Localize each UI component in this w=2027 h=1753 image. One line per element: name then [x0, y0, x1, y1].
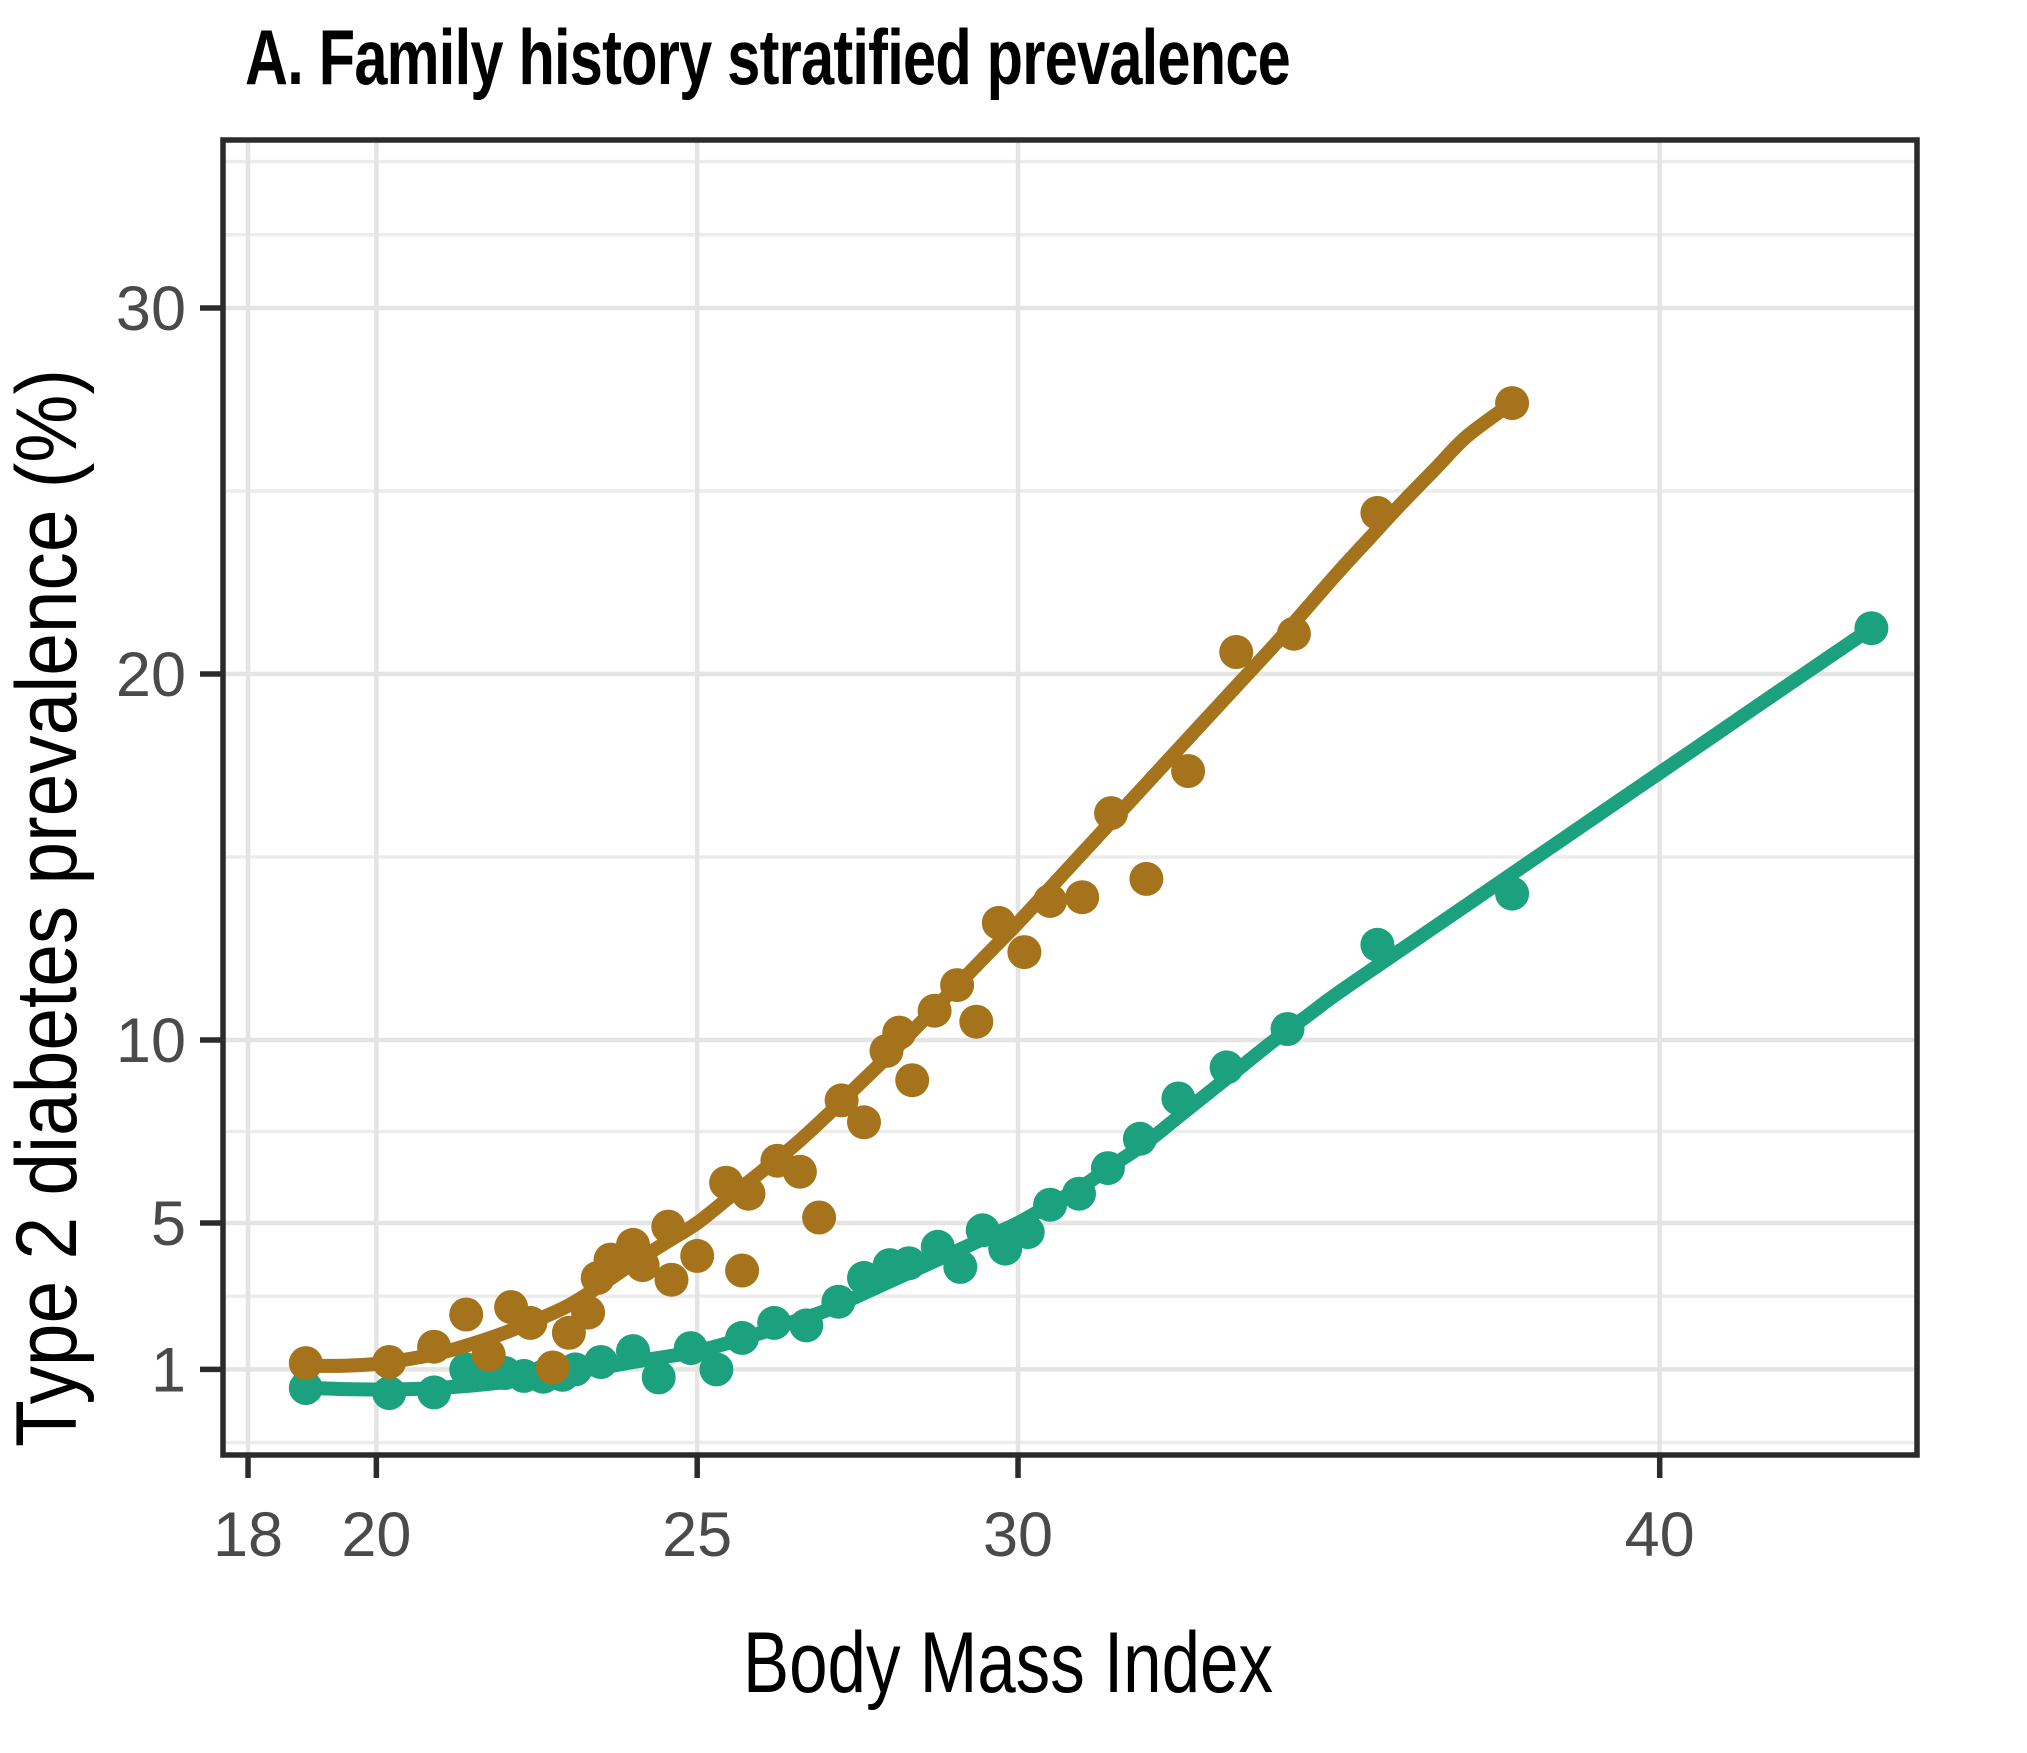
data-point-green-series	[1360, 927, 1395, 962]
data-point-brown-series	[680, 1238, 715, 1273]
panel-border	[220, 137, 1920, 1458]
data-point-green-series	[1495, 876, 1530, 911]
y-tick-label-30: 30	[116, 274, 186, 344]
data-point-green-series	[1161, 1081, 1196, 1116]
data-point-brown-series	[782, 1154, 817, 1189]
data-point-brown-series	[417, 1329, 452, 1364]
data-point-green-series	[757, 1305, 792, 1340]
data-point-green-series	[616, 1334, 650, 1369]
data-point-green-series	[673, 1331, 708, 1366]
data-point-green-series	[1010, 1215, 1045, 1250]
data-point-brown-series	[1495, 386, 1530, 421]
y-tick-label-10: 10	[116, 1006, 186, 1076]
data-point-brown-series	[847, 1105, 881, 1140]
data-point-brown-series	[731, 1176, 766, 1211]
data-point-green-series	[1854, 611, 1889, 646]
data-point-brown-series	[288, 1346, 323, 1381]
x-tick-label-30: 30	[983, 1500, 1053, 1570]
data-point-green-series	[725, 1320, 760, 1355]
data-point-green-series	[1270, 1012, 1305, 1046]
data-point-green-series	[847, 1260, 881, 1295]
data-point-brown-series	[824, 1083, 859, 1118]
data-point-green-series	[821, 1284, 856, 1319]
data-point-brown-series	[571, 1295, 606, 1330]
data-point-brown-series	[535, 1350, 570, 1385]
data-point-green-series	[1122, 1121, 1157, 1156]
data-point-brown-series	[654, 1262, 689, 1297]
data-point-green-series	[372, 1376, 407, 1411]
data-point-green-series	[1090, 1151, 1125, 1186]
data-point-brown-series	[917, 993, 952, 1028]
data-point-brown-series	[1129, 861, 1164, 896]
plot-area: 18 20 25 30 40 30 20 10 5 1	[116, 137, 1920, 1570]
data-point-brown-series	[882, 1015, 917, 1050]
data-point-brown-series	[802, 1200, 837, 1235]
y-tick-label-1: 1	[151, 1335, 186, 1405]
data-point-brown-series	[625, 1248, 660, 1283]
data-point-green-series	[641, 1360, 676, 1395]
data-point-brown-series	[1171, 754, 1206, 788]
x-axis-title: Body Mass Index	[743, 1615, 1273, 1711]
data-point-brown-series	[895, 1063, 930, 1098]
data-point-green-series	[583, 1345, 618, 1379]
x-tick-label-40: 40	[1625, 1500, 1695, 1570]
data-point-green-series	[417, 1375, 452, 1410]
data-point-brown-series	[1094, 796, 1129, 831]
x-tick-label-25: 25	[662, 1500, 732, 1570]
data-point-brown-series	[1276, 616, 1311, 651]
data-point-brown-series	[1007, 935, 1042, 970]
data-point-brown-series	[1033, 883, 1068, 918]
data-point-brown-series	[471, 1337, 506, 1372]
data-point-brown-series	[372, 1345, 407, 1379]
data-point-brown-series	[513, 1305, 548, 1340]
data-point-brown-series	[981, 905, 1016, 940]
x-tick-label-20: 20	[341, 1500, 411, 1570]
data-point-green-series	[288, 1371, 323, 1405]
data-point-green-series	[943, 1249, 978, 1284]
data-point-brown-series	[651, 1209, 686, 1244]
y-tick-label-20: 20	[116, 640, 186, 710]
data-point-brown-series	[1360, 495, 1395, 530]
data-point-brown-series	[1065, 880, 1100, 915]
data-point-green-series	[1209, 1050, 1244, 1085]
y-tick-label-5: 5	[151, 1189, 186, 1259]
data-point-green-series	[920, 1229, 955, 1264]
data-point-green-series	[965, 1213, 1000, 1248]
data-point-green-series	[1062, 1176, 1096, 1211]
y-axis-title: Type 2 diabetes prevalence (%)	[0, 369, 95, 1447]
data-point-green-series	[699, 1352, 734, 1387]
data-point-green-series	[891, 1246, 926, 1281]
data-point-brown-series	[725, 1253, 760, 1288]
page-title: A. Family history stratified prevalence	[245, 13, 1290, 101]
data-point-brown-series	[940, 968, 975, 1003]
data-point-green-series	[1033, 1187, 1068, 1222]
data-point-brown-series	[449, 1297, 484, 1332]
x-tick-label-18: 18	[213, 1500, 283, 1570]
data-point-brown-series	[1219, 635, 1254, 669]
data-point-green-series	[789, 1308, 824, 1343]
data-point-brown-series	[959, 1004, 994, 1039]
